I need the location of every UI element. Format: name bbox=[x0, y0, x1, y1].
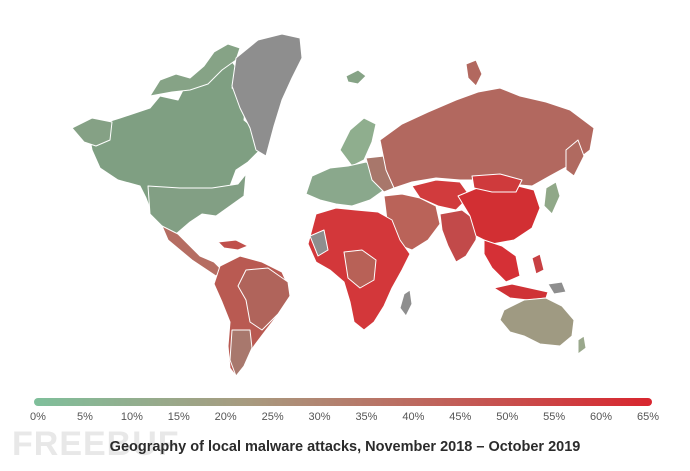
region-arctic-islands bbox=[149, 43, 241, 97]
legend-tick-label: 10% bbox=[121, 411, 143, 423]
legend-tick-label: 20% bbox=[215, 411, 237, 423]
legend-tick-label: 65% bbox=[637, 411, 659, 423]
region-mongolia bbox=[471, 173, 523, 193]
region-south-asia bbox=[439, 209, 479, 263]
watermark-text: FREEBUF bbox=[12, 425, 180, 463]
region-russia bbox=[379, 87, 595, 189]
legend-tick-label: 55% bbox=[543, 411, 565, 423]
region-japan bbox=[543, 181, 561, 215]
region-indonesia bbox=[493, 283, 549, 301]
legend-tick-label: 40% bbox=[402, 411, 424, 423]
region-caribbean bbox=[217, 239, 249, 251]
region-central-america bbox=[161, 225, 223, 277]
region-alaska bbox=[71, 117, 113, 147]
region-madagascar bbox=[399, 289, 413, 317]
region-kamchatka bbox=[565, 139, 585, 177]
region-southern-cone bbox=[229, 329, 253, 377]
region-novaya-zemlya bbox=[465, 59, 483, 87]
map-caption: Geography of local malware attacks, Nove… bbox=[109, 439, 581, 455]
legend-ticks: 0% 5% 10% 15% 20% 25% 30% 35% 40% 45% 50% 55% 60% 65% bbox=[30, 411, 659, 423]
region-new-zealand bbox=[577, 335, 587, 355]
region-europe bbox=[305, 161, 385, 207]
region-brazil bbox=[237, 267, 291, 331]
legend-tick-label: 60% bbox=[590, 411, 612, 423]
legend-tick-label: 35% bbox=[355, 411, 377, 423]
region-iceland bbox=[345, 69, 367, 85]
legend-tick-label: 5% bbox=[77, 411, 93, 423]
legend-tick-label: 25% bbox=[262, 411, 284, 423]
region-africa-nodata bbox=[309, 229, 329, 257]
legend-tick-label: 0% bbox=[30, 411, 46, 423]
region-central-africa bbox=[343, 249, 377, 289]
legend-tick-label: 45% bbox=[449, 411, 471, 423]
legend-tick-label: 30% bbox=[309, 411, 331, 423]
region-png bbox=[547, 281, 567, 295]
region-philippines bbox=[531, 253, 545, 275]
region-australia bbox=[499, 297, 575, 347]
region-greenland bbox=[231, 33, 303, 157]
legend-tick-label: 50% bbox=[496, 411, 518, 423]
legend-tick-label: 15% bbox=[168, 411, 190, 423]
legend-color-bar bbox=[34, 398, 652, 406]
region-southeast-asia bbox=[483, 239, 521, 283]
